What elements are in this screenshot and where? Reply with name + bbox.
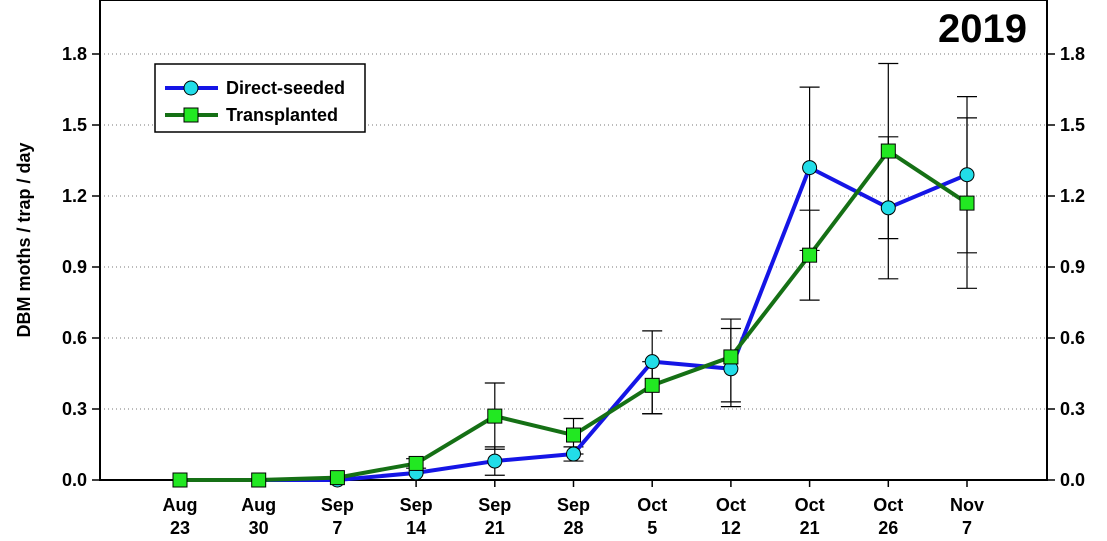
x-tick-label-month: Aug	[241, 495, 276, 515]
legend: Direct-seeded Transplanted	[154, 63, 366, 133]
y-tick-label: 1.5	[62, 115, 87, 135]
y-axis-right: 0.0 0.3 0.6 0.9 1.2 1.5 1.8	[1047, 44, 1085, 490]
x-tick-label-day: 26	[878, 518, 898, 538]
data-point-direct-seeded	[959, 167, 975, 183]
x-tick-label-day: 5	[647, 518, 657, 538]
legend-label: Transplanted	[226, 105, 338, 125]
y-tick-label-right: 1.2	[1060, 186, 1085, 206]
x-tick-label-month: Sep	[400, 495, 433, 515]
y-tick-label: 0.6	[62, 328, 87, 348]
data-point-direct-seeded	[487, 453, 503, 469]
x-tick-label-day: 7	[332, 518, 342, 538]
legend-marker-square	[183, 107, 199, 123]
legend-label: Direct-seeded	[226, 78, 345, 98]
x-tick-label-month: Oct	[637, 495, 667, 515]
x-tick-label-month: Aug	[163, 495, 198, 515]
y-tick-label: 1.2	[62, 186, 87, 206]
series-markers	[172, 143, 975, 488]
x-tick-label-day: 28	[563, 518, 583, 538]
y-tick-label-right: 0.6	[1060, 328, 1085, 348]
y-tick-label-right: 0.9	[1060, 257, 1085, 277]
data-point-transplanted	[172, 472, 188, 488]
data-point-direct-seeded	[802, 160, 818, 176]
y-tick-label: 1.8	[62, 44, 87, 64]
x-tick-label-day: 23	[170, 518, 190, 538]
x-axis: Aug 23 Aug 30 Sep 7 Sep 14 Sep 21 Sep 28 Oct 5 Oct 12 Oc…	[163, 480, 984, 538]
data-point-direct-seeded	[644, 354, 660, 370]
data-point-transplanted	[959, 195, 975, 211]
data-point-transplanted	[251, 472, 267, 488]
y-tick-label-right: 1.5	[1060, 115, 1085, 135]
x-tick-label-month: Sep	[478, 495, 511, 515]
y-tick-label: 0.9	[62, 257, 87, 277]
x-tick-label-month: Oct	[716, 495, 746, 515]
data-point-direct-seeded	[880, 200, 896, 216]
y-tick-label: 0.3	[62, 399, 87, 419]
x-tick-label-day: 21	[800, 518, 820, 538]
data-point-transplanted	[723, 349, 739, 365]
x-tick-label-month: Sep	[321, 495, 354, 515]
data-point-transplanted	[329, 470, 345, 486]
y-axis-title: DBM moths / trap / day	[14, 142, 34, 337]
x-tick-label-day: 21	[485, 518, 505, 538]
y-tick-label-right: 1.8	[1060, 44, 1085, 64]
x-tick-label-month: Oct	[873, 495, 903, 515]
y-axis-left: 0.0 0.3 0.6 0.9 1.2 1.5 1.8	[62, 44, 100, 490]
data-point-direct-seeded	[566, 446, 581, 462]
data-point-transplanted	[880, 143, 896, 159]
x-tick-label-day: 14	[406, 518, 426, 538]
chart-title: 2019	[938, 7, 1027, 51]
x-tick-label-day: 30	[249, 518, 269, 538]
y-tick-label-right: 0.0	[1060, 470, 1085, 490]
data-point-transplanted	[802, 247, 818, 263]
x-tick-label-day: 7	[962, 518, 972, 538]
legend-marker-circle	[183, 80, 199, 96]
data-point-transplanted	[408, 455, 424, 471]
data-point-transplanted	[487, 408, 503, 424]
x-tick-label-month: Sep	[557, 495, 590, 515]
y-tick-label: 0.0	[62, 470, 87, 490]
x-tick-label-day: 12	[721, 518, 741, 538]
y-tick-label-right: 0.3	[1060, 399, 1085, 419]
data-point-transplanted	[644, 377, 660, 393]
x-tick-label-month: Nov	[950, 495, 984, 515]
data-point-transplanted	[566, 427, 581, 443]
x-tick-label-month: Oct	[795, 495, 825, 515]
